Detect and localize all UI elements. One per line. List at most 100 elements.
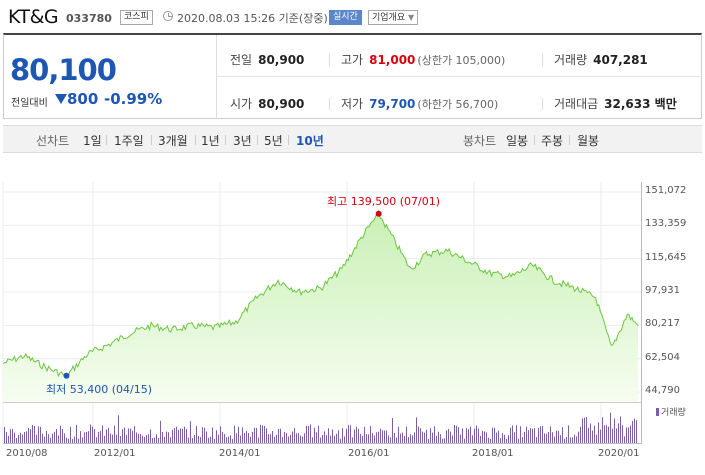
divider [542,98,543,110]
volume-bar [628,427,629,443]
volume-bar [354,429,355,443]
y-tick-label: 97,931 [645,285,680,296]
tab-1year[interactable]: 1년 [201,134,220,148]
realtime-button[interactable]: 실시간 [329,10,362,25]
volume-bar [400,433,401,443]
volume-value: 407,281 [593,53,648,67]
volume-bar [350,425,351,443]
volume-bar [518,438,519,443]
volume-bar [192,438,193,443]
volume-bar [578,431,579,443]
volume-bar [556,430,557,443]
volume-bar [536,437,537,443]
volume-bar [624,436,625,443]
volume-bar [498,430,499,443]
volume-bar [100,430,101,443]
volume-bar [328,428,329,443]
volume-bar [120,436,121,443]
volume-bar [280,428,281,443]
volume-bar [340,438,341,443]
trade-amount: 거래대금 32,633 백만 [554,95,677,112]
volume-bar [104,435,105,443]
y-tick-label: 133,359 [645,218,687,229]
volume-bar [360,434,361,443]
volume-bar [82,437,83,443]
volume-swatch [656,408,659,416]
volume-bar [118,415,119,443]
tab-5year[interactable]: 5년 [264,134,283,148]
volume-bar [610,412,611,443]
volume-bar [114,425,115,443]
volume-bar [188,437,189,443]
x-tick-label: 2014/01 [219,448,261,459]
price-chart-svg [2,182,642,444]
volume-bar [234,425,235,443]
volume-bar [190,421,191,443]
volume-bar [450,431,451,443]
volume-bar [516,425,517,443]
volume-bar [634,418,635,443]
divider [288,135,289,145]
tab-1day[interactable]: 1일 [83,134,102,148]
price-box: 80,100 전일대비 800 -0.99% [4,35,217,119]
volume-bar [86,432,87,443]
volume-bar [230,435,231,443]
volume-bar [144,436,145,443]
y-axis-line [641,182,642,444]
volume-bar [440,434,441,443]
tab-3month[interactable]: 3개월 [158,134,188,148]
volume-bar [148,434,149,443]
volume-bar [150,429,151,443]
volume-bar [4,426,5,443]
volume-bar [134,426,135,443]
volume-bar [16,438,17,443]
volume-bar [186,429,187,443]
volume-bar [508,435,509,443]
amount-value: 32,633 백만 [604,97,677,111]
volume-bar [170,437,171,443]
down-arrow-icon [55,94,67,104]
volume-bar [240,435,241,443]
lower-limit: (하한가 56,700) [417,98,499,111]
volume-bar [466,428,467,443]
volume-bar [90,424,91,443]
volume-bar [194,435,195,443]
high-annotation: 최고 139,500 (07/01) [327,195,441,208]
volume-bar [442,438,443,443]
volume-bar [56,428,57,443]
volume-bar [282,437,283,443]
price-chart[interactable]: 151,072 133,359 115,645 97,931 80,217 62… [0,160,705,475]
volume-bar [80,431,81,443]
volume-bar [418,426,419,443]
tab-weekly-candle[interactable]: 주봉 [541,134,564,148]
stock-header: KT&G 033780 코스피 2020.08.03 15:26 기준(장중) … [0,0,705,32]
volume-bar [180,428,181,443]
tab-monthly-candle[interactable]: 월봉 [577,134,600,148]
volume-bar [12,428,13,443]
volume-bar [42,433,43,443]
tab-3year[interactable]: 3년 [233,134,252,148]
volume-bar [410,434,411,443]
volume-bar [206,431,207,443]
volume-bar [544,433,545,443]
volume-bar [550,426,551,443]
volume-bar [290,434,291,443]
tab-daily-candle[interactable]: 일봉 [506,134,529,148]
volume-bar [576,436,577,443]
y-tick-label: 115,645 [645,252,687,263]
company-info-dropdown[interactable]: 기업개요 ▼ [368,10,419,25]
volume-bar [274,436,275,443]
divider [195,135,196,145]
volume-bar [58,435,59,443]
tab-10year[interactable]: 10년 [296,134,324,148]
tab-1week[interactable]: 1주일 [114,134,144,148]
volume-bar [342,428,343,443]
market-badge: 코스피 [120,10,153,25]
volume-bar [472,435,473,443]
volume-bar [78,438,79,443]
volume-bar [452,435,453,443]
volume-bar [208,437,209,443]
volume-bar [108,427,109,443]
volume-bar [378,431,379,443]
stock-code: 033780 [66,12,112,25]
